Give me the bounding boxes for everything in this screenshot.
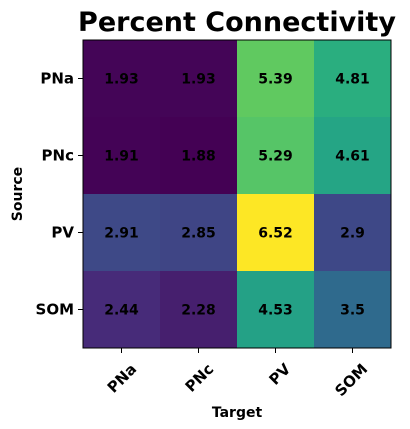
- cell-value-label-0-2: 5.39: [258, 72, 293, 88]
- cell-value-label-2-3: 2.9: [340, 226, 365, 242]
- heatmap-cell-0-1: [160, 40, 237, 117]
- heatmap-cell-2-3: [314, 194, 391, 271]
- cell-value-label-1-1: 1.88: [181, 149, 216, 165]
- cell-value-label-3-3: 3.5: [340, 303, 365, 319]
- x-tick-label: PV: [266, 360, 295, 389]
- cell-value-label-3-1: 2.28: [181, 303, 216, 319]
- heatmap-cell-2-1: [160, 194, 237, 271]
- heatmap-cell-3-1: [160, 271, 237, 348]
- heatmap-cell-0-2: [237, 40, 314, 117]
- y-axis-ticks: PNa PNc PV SOM: [36, 70, 83, 319]
- cell-value-label-1-0: 1.91: [104, 149, 139, 165]
- heatmap-cell-1-0: [83, 117, 160, 194]
- heatmap-cell-3-0: [83, 271, 160, 348]
- cell-value-label-2-1: 2.85: [181, 226, 216, 242]
- cell-value-label-1-2: 5.29: [258, 149, 293, 165]
- cell-value-label-0-3: 4.81: [335, 72, 370, 88]
- plot-frame: [82, 39, 392, 349]
- x-tick-label: PNc: [182, 360, 218, 396]
- heatmap-cell-1-1: [160, 117, 237, 194]
- x-axis-ticks: PNa PNc PV SOM: [104, 348, 371, 400]
- heatmap-cell-3-3: [314, 271, 391, 348]
- cell-value-label-3-0: 2.44: [104, 303, 139, 319]
- cell-value-label-2-2: 6.52: [258, 226, 293, 242]
- x-tick-label: PNa: [104, 360, 141, 397]
- heatmap-cell-0-0: [83, 40, 160, 117]
- y-tick-label: SOM: [36, 301, 74, 319]
- heatmap-cell-0-3: [314, 40, 391, 117]
- heatmap-cell-2-0: [83, 194, 160, 271]
- heatmap-cells: 1.93 1.93 5.39 4.81 1.91 1.88 5.29 4.61 2.91 2.85…: [83, 40, 391, 348]
- chart-title: Percent Connectivity: [78, 7, 396, 38]
- heatmap-cell-1-3: [314, 117, 391, 194]
- heatmap-cell-2-2: [237, 194, 314, 271]
- heatmap-cell-3-2: [237, 271, 314, 348]
- cell-value-label-2-0: 2.91: [104, 226, 139, 242]
- x-tick-label: SOM: [331, 360, 371, 400]
- cell-value-label-1-3: 4.61: [335, 149, 370, 165]
- cell-value-label-0-1: 1.93: [181, 72, 216, 88]
- heatmap-cell-1-2: [237, 117, 314, 194]
- y-axis-label: Source: [10, 167, 26, 221]
- y-tick-label: PNa: [40, 70, 74, 88]
- y-tick-label: PV: [51, 224, 74, 242]
- cell-value-label-3-2: 4.53: [258, 303, 293, 319]
- cell-value-label-0-0: 1.93: [104, 72, 139, 88]
- y-tick-label: PNc: [42, 147, 74, 165]
- x-axis-label: Target: [212, 405, 263, 421]
